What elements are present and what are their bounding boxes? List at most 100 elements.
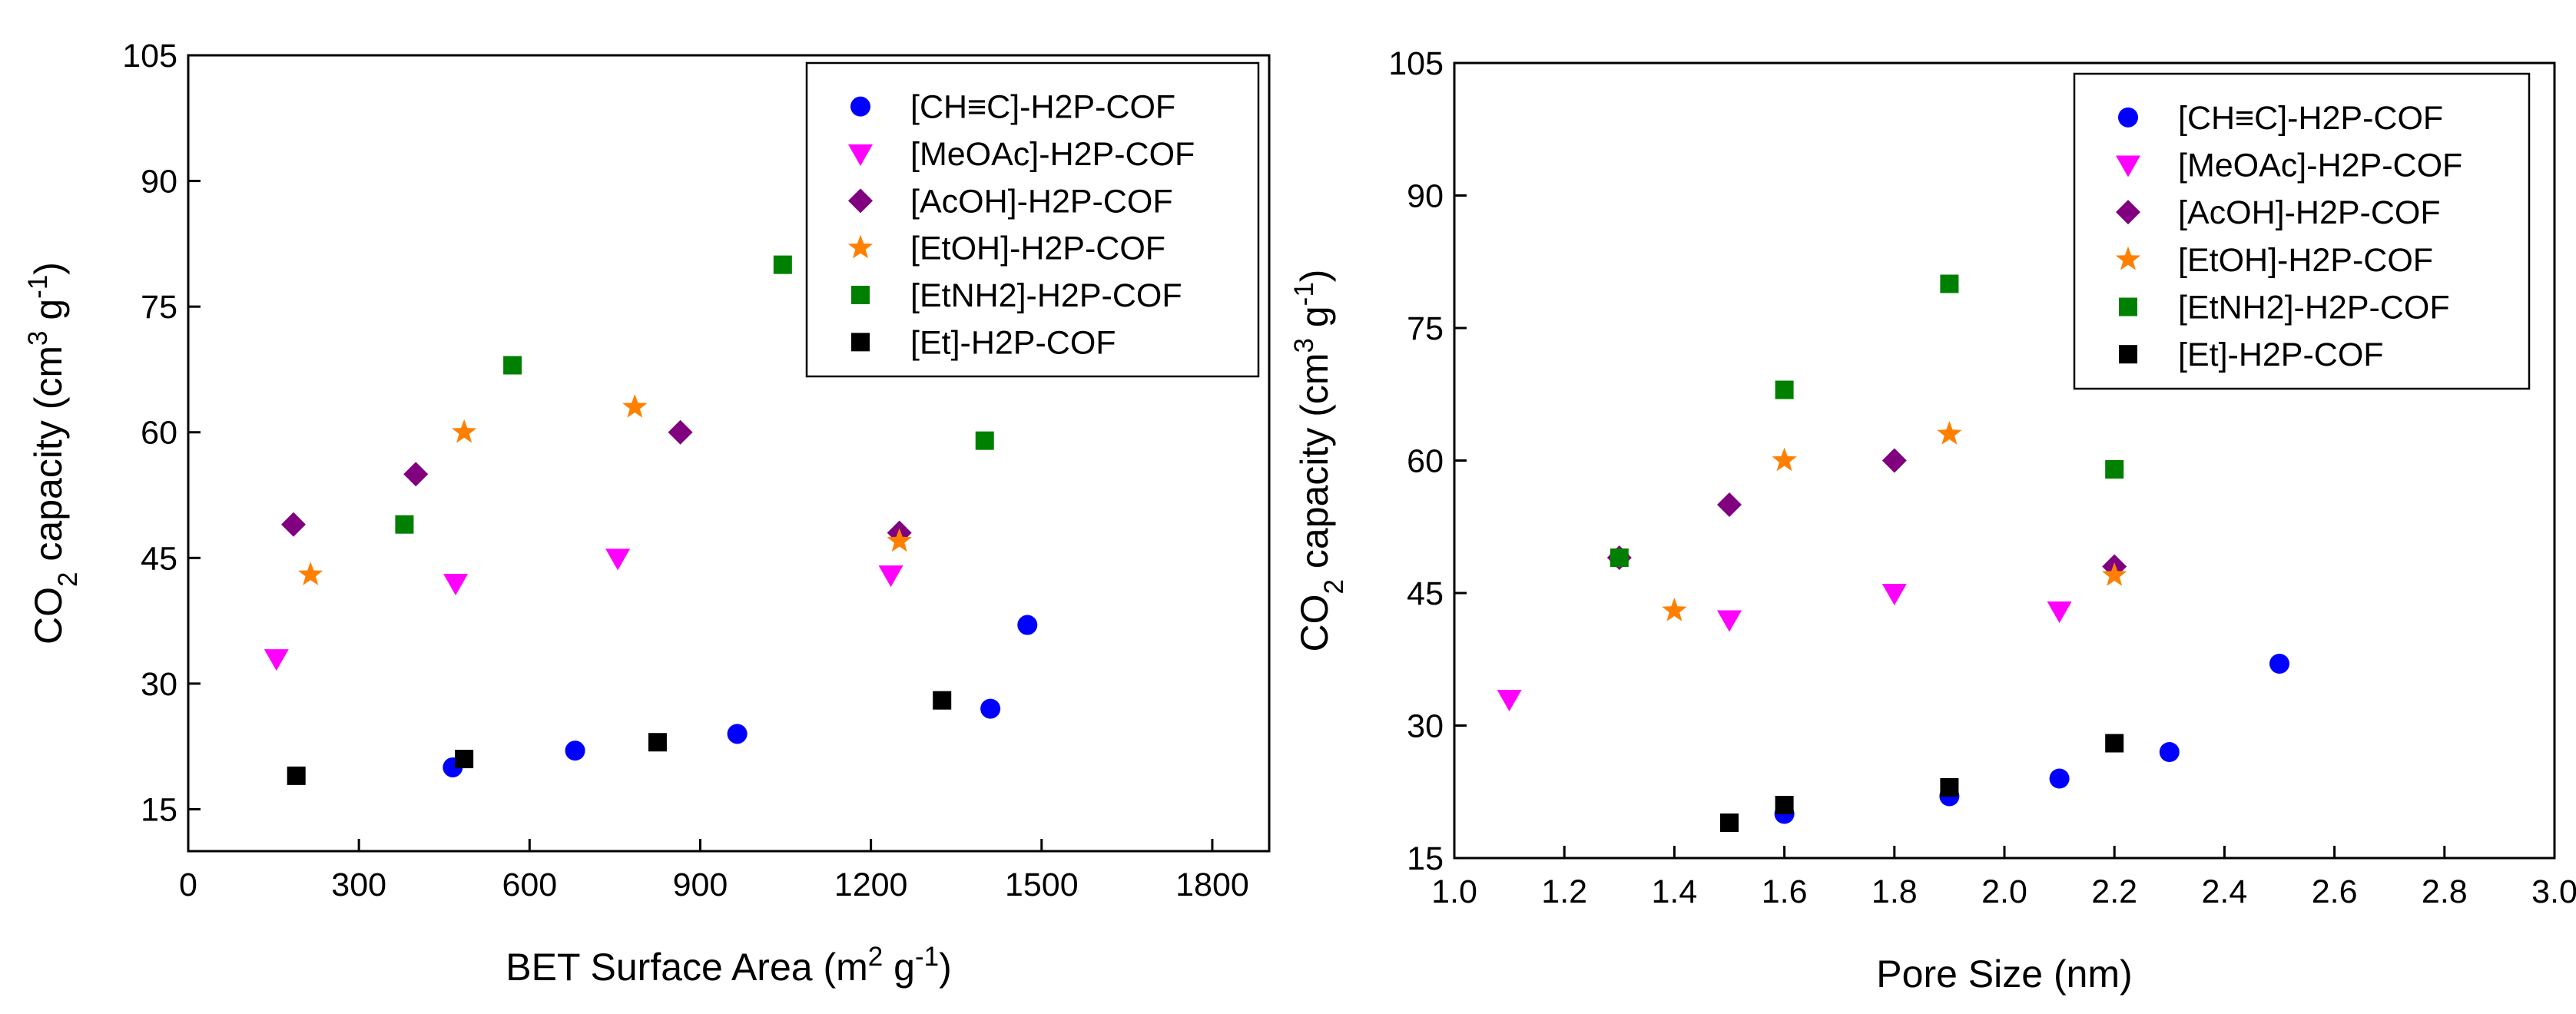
data-point — [2102, 562, 2127, 586]
y-tick-label: 45 — [141, 540, 177, 577]
y-tick-label: 60 — [1407, 443, 1444, 480]
legend-marker — [2119, 297, 2137, 316]
series-meoac-h2p-cof — [1497, 584, 2072, 711]
data-point — [933, 691, 952, 710]
data-point — [605, 548, 631, 571]
data-point — [727, 724, 748, 744]
data-point — [975, 431, 994, 450]
legend-label: [EtNH2]-H2P-COF — [2178, 290, 2450, 326]
legend-marker — [2118, 107, 2138, 128]
legend-marker — [851, 333, 870, 352]
legend-label: [Et]-H2P-COF — [910, 324, 1116, 361]
data-point — [980, 698, 1001, 719]
legend-marker — [2119, 345, 2137, 364]
y-axis-title: CO2 capacity (cm3 g-1) — [23, 262, 83, 645]
x-axis-title: BET Surface Area (m2 g-1) — [506, 942, 951, 989]
data-point — [2269, 654, 2289, 674]
series-et-h2p-cof — [287, 691, 952, 785]
y-tick-label: 15 — [141, 791, 177, 828]
y-tick-label: 105 — [1388, 45, 1444, 82]
data-point — [443, 574, 469, 596]
data-point — [2105, 734, 2124, 753]
data-point — [2047, 601, 2072, 623]
data-point — [298, 562, 323, 585]
data-point — [1717, 610, 1742, 632]
x-tick-label: 1500 — [1005, 867, 1079, 903]
y-tick-label: 30 — [141, 666, 177, 703]
legend-marker — [2116, 200, 2140, 225]
legend-label: [AcOH]-H2P-COF — [2178, 194, 2441, 231]
data-point — [565, 741, 585, 761]
legend-box — [805, 61, 1260, 378]
data-point — [2105, 460, 2124, 479]
x-tick-label: 1.0 — [1431, 873, 1477, 910]
chart-panel-pore-size: 1.0 1.2 1.4 1.6 1.8 2.0 2.2 2.4 2.6 2.8 3.0 15 30 45 6… — [1289, 45, 2576, 996]
data-point — [1775, 796, 1794, 814]
x-axis-title: Pore Size (nm) — [1876, 953, 2132, 996]
data-point — [2049, 768, 2070, 789]
series-acoh-h2p-cof — [1606, 448, 2127, 579]
data-point — [1017, 615, 1038, 635]
legend-marker — [2116, 155, 2140, 177]
series-meoac-h2p-cof — [264, 548, 903, 671]
y-tick-label: 45 — [1407, 575, 1444, 612]
x-tick-label: 2.6 — [2312, 873, 2358, 910]
legend-marker — [851, 286, 870, 304]
legend-label: [CH≡C]-H2P-COF — [2178, 100, 2443, 137]
chart-panel-surface-area: 0 300 600 900 1200 1500 1800 15 30 45 60 75 90 105 BET… — [23, 38, 1271, 989]
series-etoh-h2p-cof — [298, 394, 912, 585]
y-tick-label: 105 — [122, 38, 177, 75]
data-point — [452, 419, 477, 443]
y-tick-label: 75 — [1407, 310, 1444, 347]
data-point — [1772, 447, 1797, 472]
x-tick-label: 300 — [331, 867, 386, 903]
legend-label: [EtOH]-H2P-COF — [910, 230, 1165, 267]
legend: [CH≡C]-H2P-COF [MeOAc]-H2P-COF [AcOH]-H2P-… — [2073, 72, 2531, 390]
series-etnh2-h2p-cof — [395, 255, 994, 534]
x-tick-label: 0 — [179, 867, 197, 903]
x-tick-label: 900 — [673, 867, 728, 903]
y-axis-title: CO2 capacity (cm3 g-1) — [1289, 270, 1349, 652]
data-point — [1881, 584, 1907, 605]
series-acoh-h2p-cof — [280, 419, 912, 545]
x-tick-label: 3.0 — [2531, 873, 2576, 910]
data-point — [1775, 380, 1794, 399]
legend-label: [CH≡C]-H2P-COF — [910, 89, 1175, 126]
x-tick-label: 2.2 — [2091, 873, 2137, 910]
data-point — [1497, 690, 1522, 711]
data-point — [1940, 274, 1959, 293]
x-tick-label: 600 — [502, 867, 557, 903]
legend-box — [2073, 72, 2531, 390]
data-point — [1881, 448, 1907, 473]
x-tick-label: 1.4 — [1652, 873, 1698, 910]
series-etnh2-h2p-cof — [1610, 274, 2124, 567]
series-ch-c-h2p-cof — [443, 615, 1038, 777]
data-point — [264, 649, 289, 671]
data-point — [1937, 421, 1962, 445]
legend-marker — [850, 96, 870, 117]
x-tick-label: 1.8 — [1871, 873, 1918, 910]
data-point — [773, 255, 792, 274]
data-point — [668, 419, 693, 445]
data-point — [622, 394, 648, 418]
series-etoh-h2p-cof — [1662, 421, 2127, 621]
data-point — [455, 750, 474, 769]
data-point — [1940, 778, 1959, 797]
data-point — [503, 356, 522, 375]
series-et-h2p-cof — [1720, 734, 2124, 832]
y-tick-label: 75 — [141, 289, 177, 326]
y-tick-label: 90 — [141, 164, 177, 200]
y-tick-label: 15 — [1407, 840, 1444, 877]
data-point — [403, 462, 429, 487]
data-point — [280, 512, 306, 537]
data-point — [2159, 742, 2180, 762]
data-point — [395, 515, 414, 534]
x-tick-label: 1800 — [1175, 867, 1249, 903]
x-tick-label: 1.6 — [1762, 873, 1808, 910]
x-tick-label: 2.4 — [2202, 873, 2248, 910]
legend-label: [EtOH]-H2P-COF — [2178, 242, 2433, 279]
y-tick-label: 30 — [1407, 708, 1444, 745]
legend-marker — [848, 144, 873, 166]
data-point — [887, 528, 912, 552]
data-point — [878, 565, 903, 588]
